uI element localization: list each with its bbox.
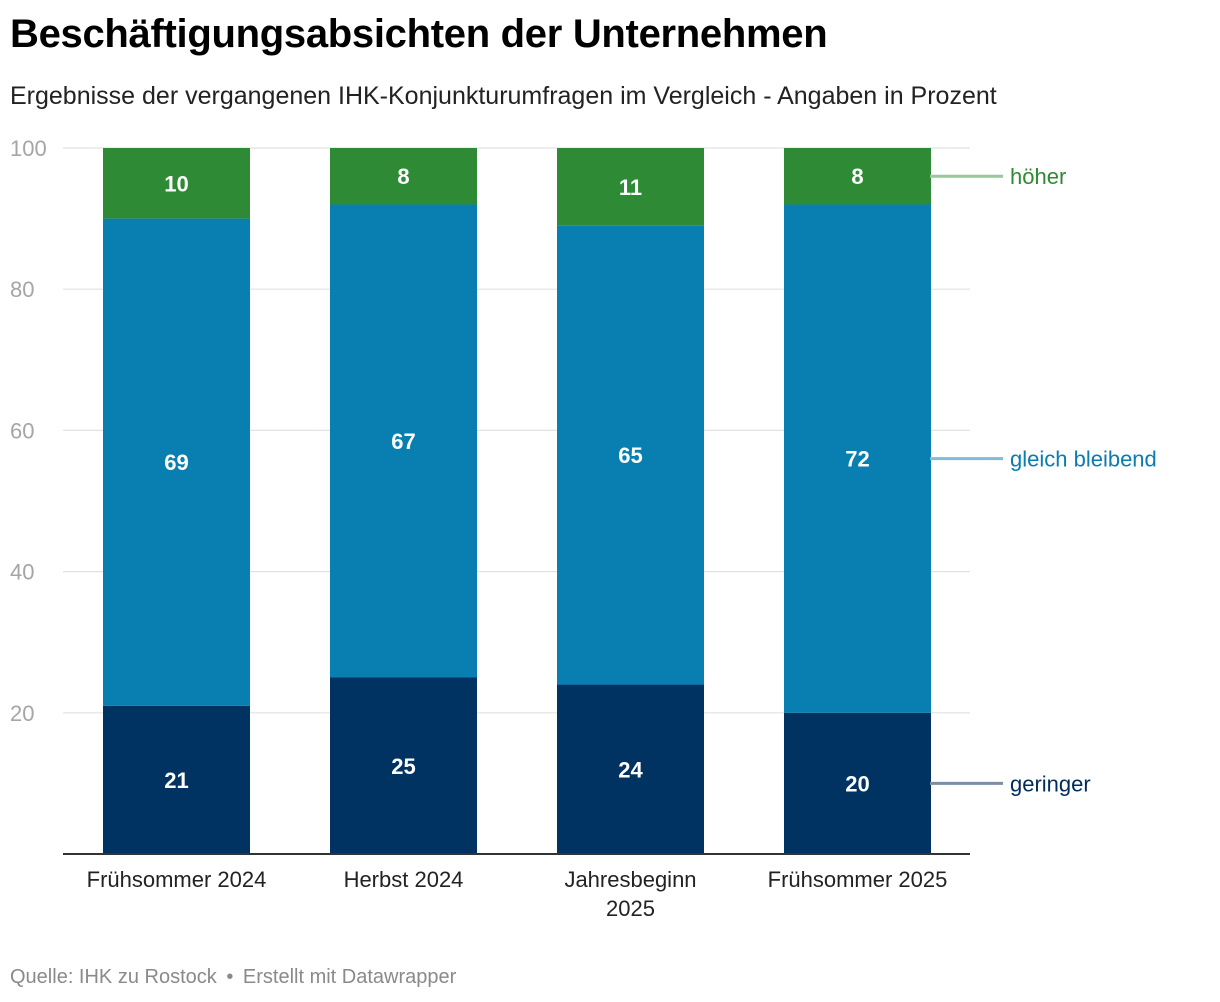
legend-label: gleich bleibend <box>1010 447 1157 472</box>
x-tick-label: Frühsommer 2024 <box>87 867 267 892</box>
y-tick-label: 60 <box>10 418 34 443</box>
bar-segment <box>330 677 477 854</box>
y-tick-label: 40 <box>10 560 34 585</box>
source-text: Quelle: IHK zu Rostock <box>10 966 217 988</box>
bar-value-label: 67 <box>391 429 415 454</box>
bar-segment <box>330 148 477 205</box>
bar-segment <box>103 218 250 706</box>
credit-text: Erstellt mit Datawrapper <box>242 966 457 988</box>
bar-segment <box>557 684 704 854</box>
bar-value-label: 11 <box>619 175 642 200</box>
bar-value-label: 8 <box>851 164 863 189</box>
legend-label: höher <box>1010 164 1066 189</box>
bar-segment <box>784 148 931 205</box>
x-tick-label: 2025 <box>606 896 655 921</box>
bar-value-label: 25 <box>391 754 415 779</box>
bar-value-label: 10 <box>164 171 188 196</box>
y-tick-label: 20 <box>10 701 34 726</box>
source-note: Quelle: IHK zu Rostock • Erstellt mit Da… <box>10 966 456 989</box>
bar-value-label: 69 <box>164 450 188 475</box>
bar-value-label: 20 <box>845 771 869 796</box>
chart-subtitle: Ergebnisse der vergangenen IHK-Konjunktu… <box>10 82 997 110</box>
bar-segment <box>784 712 931 854</box>
bar-value-label: 21 <box>164 768 188 793</box>
stacked-bar-chart: 20 40 60 80 100 21 69 10 25 67 8 24 65 11 20 72 8 Frühsom… <box>10 136 1157 921</box>
bar-segment <box>557 225 704 685</box>
bar-value-label: 72 <box>845 447 869 472</box>
x-tick-label: Herbst 2024 <box>344 867 464 892</box>
bar-segment <box>557 148 704 226</box>
bar-value-label: 8 <box>397 164 409 189</box>
x-tick-label: Jahresbeginn <box>564 867 696 892</box>
x-tick-label: Frühsommer 2025 <box>768 867 948 892</box>
chart-title: Beschäftigungsabsichten der Unternehmen <box>10 12 828 56</box>
bar-segment <box>784 204 931 713</box>
bar-segment <box>103 148 250 219</box>
y-tick-label: 100 <box>10 136 47 161</box>
bar-value-label: 65 <box>618 443 642 468</box>
legend-label: geringer <box>1010 771 1091 796</box>
bar-segment <box>330 204 477 678</box>
bar-value-label: 24 <box>618 757 643 782</box>
source-separator: • <box>226 966 234 988</box>
bar-segment <box>103 705 250 854</box>
y-tick-label: 80 <box>10 277 34 302</box>
